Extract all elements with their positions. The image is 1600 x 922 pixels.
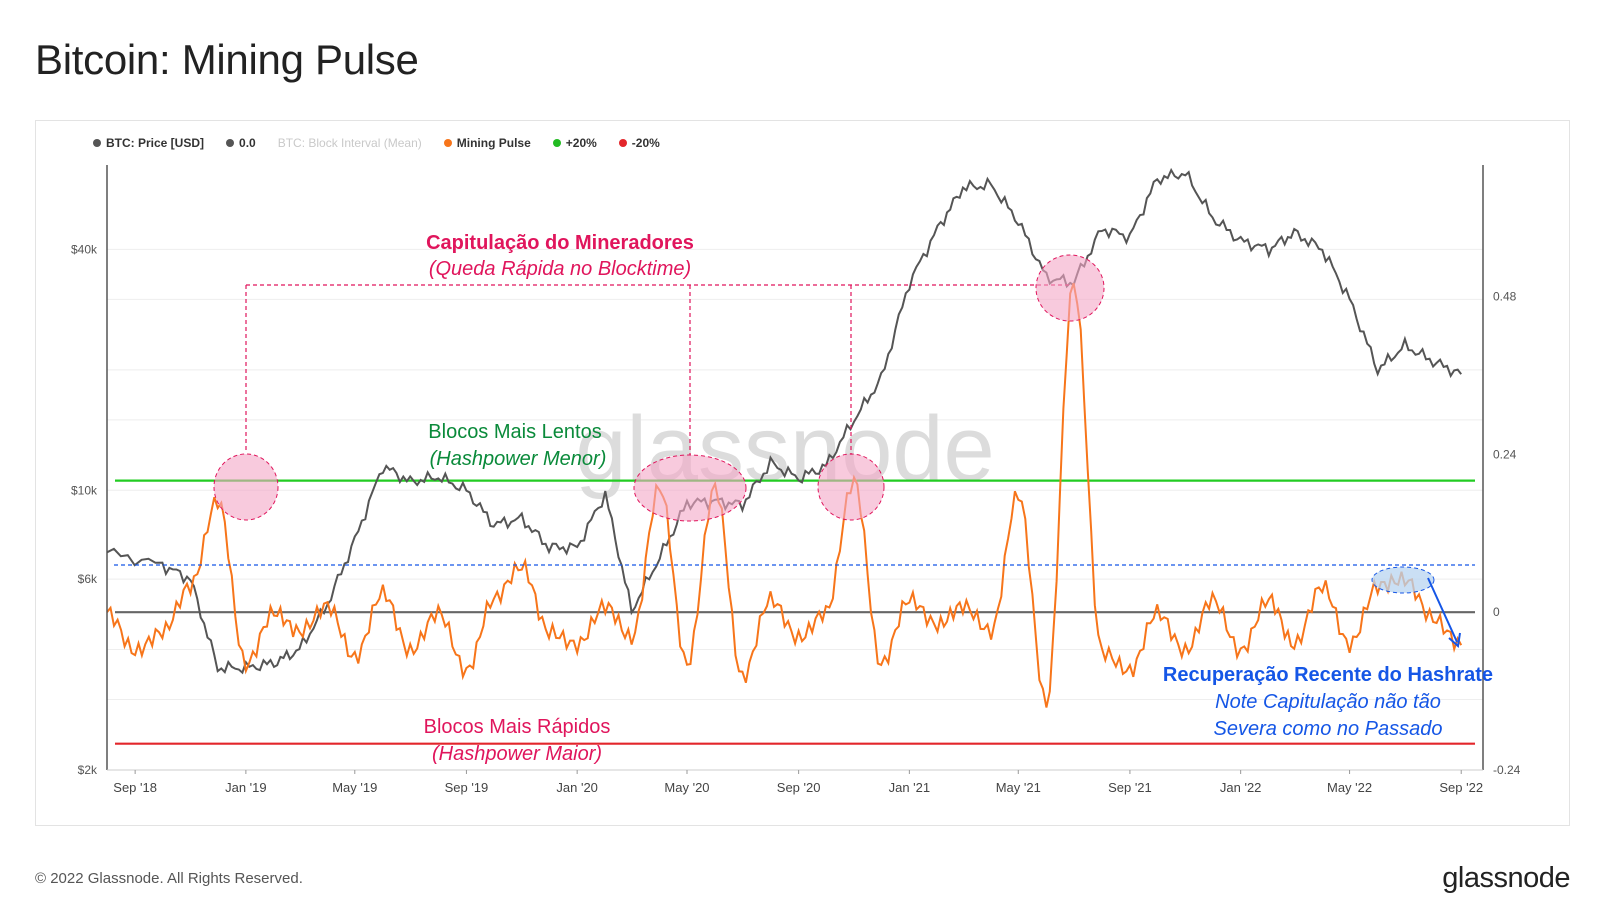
y-left-tick-label: $40k xyxy=(71,242,98,256)
x-tick-label: May '21 xyxy=(996,780,1041,795)
chart-frame xyxy=(35,120,1570,826)
legend-item-minus20[interactable]: -20% xyxy=(618,136,660,150)
reference-lines xyxy=(115,479,1475,745)
axes xyxy=(106,165,1484,771)
x-tick-label: Sep '19 xyxy=(445,780,489,795)
x-tick-label: Jan '19 xyxy=(225,780,267,795)
legend-dot-zero xyxy=(226,139,235,147)
legend-item-price[interactable]: BTC: Price [USD] xyxy=(93,136,204,150)
page-title: Bitcoin: Mining Pulse xyxy=(35,36,419,83)
y-right-axis-ticks: 0.48 0.24 0 -0.24 xyxy=(1493,290,1521,777)
y-right-tick-label: -0.24 xyxy=(1493,763,1521,777)
mining-pulse-series xyxy=(106,282,1463,708)
annotation-recovery-title: Recuperação Recente do Hashrate xyxy=(1163,664,1493,686)
annotation-slow-sub: (Hashpower Menor) xyxy=(430,448,607,470)
legend-label-block-interval: BTC: Block Interval (Mean) xyxy=(277,136,422,150)
legend-label-mining-pulse: Mining Pulse xyxy=(456,136,531,150)
annotation-capitulation-title: Capitulação do Mineradores xyxy=(426,232,694,254)
annotations: Capitulação do Mineradores (Queda Rápida… xyxy=(114,232,1493,765)
legend-item-block-interval[interactable]: BTC: Block Interval (Mean) xyxy=(278,136,422,150)
x-tick-label: Sep '20 xyxy=(777,780,821,795)
annotation-capitulation-sub: (Queda Rápida no Blocktime) xyxy=(429,258,691,280)
highlight-circle-may-2020 xyxy=(633,454,747,522)
x-axis-ticks: Sep '18 Jan '19 May '19 Sep '19 Jan '20 May '… xyxy=(113,770,1483,795)
recovery-arrow xyxy=(1427,577,1458,643)
x-tick-label: Jan '20 xyxy=(556,780,598,795)
legend-dot-minus20 xyxy=(618,139,627,147)
annotation-fast-title: Blocos Mais Rápidos xyxy=(424,716,611,738)
y-right-tick-label: 0.48 xyxy=(1493,290,1517,304)
footer-copyright: © 2022 Glassnode. All Rights Reserved. xyxy=(35,870,303,887)
x-tick-label: May '20 xyxy=(664,780,709,795)
footer-logo[interactable]: glassnode xyxy=(1442,862,1570,894)
highlight-circle-nov-2020 xyxy=(817,453,885,521)
legend-item-plus20[interactable]: +20% xyxy=(552,136,597,150)
annotation-fast-sub: (Hashpower Maior) xyxy=(432,743,602,765)
x-tick-label: Jan '22 xyxy=(1220,780,1262,795)
legend-label-zero: 0.0 xyxy=(239,136,256,150)
highlight-ellipse-jul-2022 xyxy=(1371,566,1435,594)
annotation-recovery-line2: Severa como no Passado xyxy=(1213,718,1442,740)
y-right-tick-label: 0 xyxy=(1493,605,1500,619)
legend-label-price: BTC: Price [USD] xyxy=(106,136,205,150)
legend-item-mining-pulse[interactable]: Mining Pulse xyxy=(443,136,531,150)
y-left-tick-label: $10k xyxy=(71,483,98,497)
recovery-arrow-head xyxy=(1448,632,1461,648)
legend-dot-mining-pulse xyxy=(443,139,452,147)
legend-label-minus20: -20% xyxy=(631,136,660,150)
x-tick-label: Jan '21 xyxy=(889,780,931,795)
price-line xyxy=(106,167,1462,675)
y-left-tick-label: $2k xyxy=(78,763,98,777)
mining-pulse-line xyxy=(106,282,1463,708)
x-tick-label: Sep '22 xyxy=(1439,780,1483,795)
legend-dot-price xyxy=(93,139,101,147)
legend-dot-plus20 xyxy=(552,139,561,147)
legend-item-zero[interactable]: 0.0 xyxy=(226,136,256,150)
annotation-slow-title: Blocos Mais Lentos xyxy=(428,421,601,443)
y-left-tick-label: $6k xyxy=(78,572,98,586)
price-series xyxy=(106,167,1462,675)
x-tick-label: May '22 xyxy=(1327,780,1372,795)
legend-label-plus20: +20% xyxy=(565,136,597,150)
annotation-recovery-line1: Note Capitulação não tão xyxy=(1215,691,1441,713)
x-tick-label: Sep '18 xyxy=(113,780,157,795)
x-tick-label: Sep '21 xyxy=(1108,780,1152,795)
y-left-axis-ticks: $40k $10k $6k $2k xyxy=(71,242,98,777)
capitulation-connector xyxy=(245,284,1070,455)
chart-legend: BTC: Price [USD] 0.0 BTC: Block Interval… xyxy=(93,134,660,152)
highlight-circle-dec-2018 xyxy=(213,453,279,521)
highlight-circle-jul-2021 xyxy=(1035,254,1105,322)
y-right-tick-label: 0.24 xyxy=(1493,447,1517,461)
x-tick-label: May '19 xyxy=(332,780,377,795)
